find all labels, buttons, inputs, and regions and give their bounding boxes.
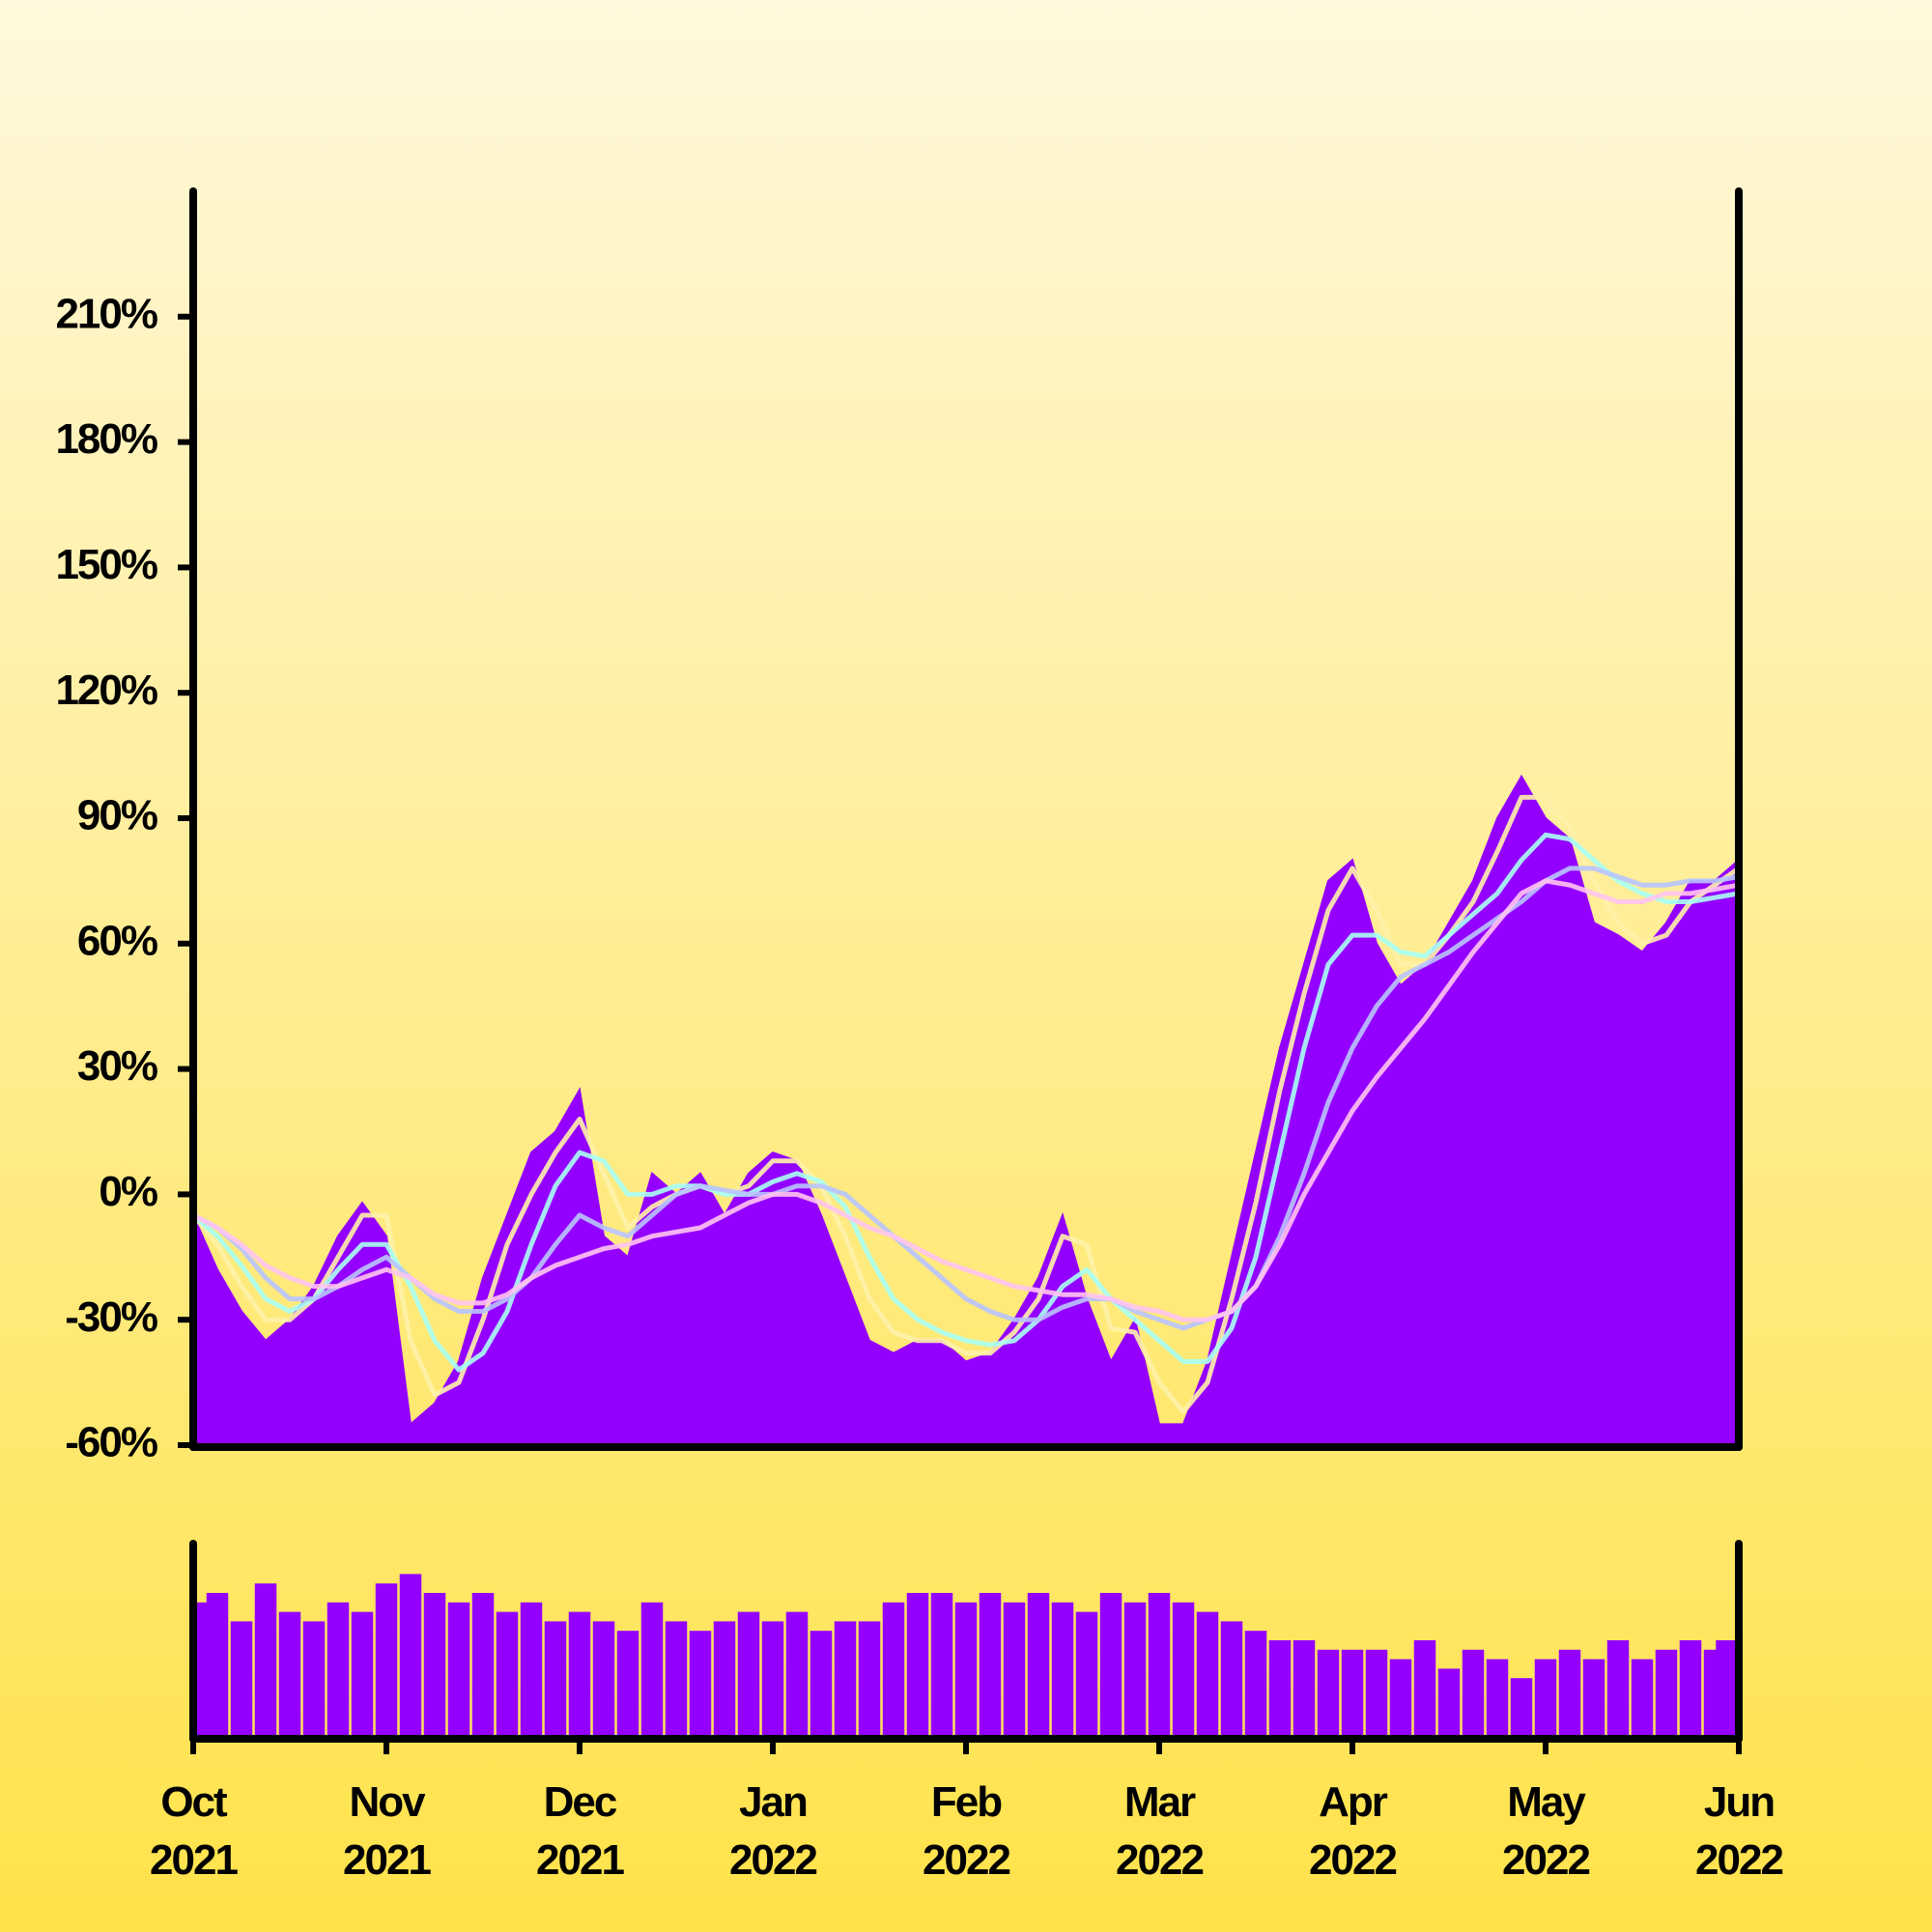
moving-average-line [191, 878, 1740, 1322]
volume-bar [1317, 1649, 1340, 1735]
volume-bar [930, 1593, 953, 1735]
volume-bar [1051, 1602, 1074, 1735]
volume-bar [375, 1583, 398, 1735]
volume-bar [1075, 1611, 1098, 1735]
volume-bar [230, 1621, 253, 1735]
volume-bar [1341, 1649, 1364, 1735]
volume-bar [447, 1602, 470, 1735]
volume-bar [423, 1593, 446, 1735]
y-tick-label: 180% [55, 415, 156, 463]
volume-bar [206, 1593, 229, 1735]
moving-average-line [191, 866, 1740, 1331]
volume-bar [520, 1602, 543, 1735]
volume-bar [278, 1611, 301, 1735]
volume-bar [1558, 1649, 1581, 1735]
volume-bar [737, 1611, 760, 1735]
price-area [192, 774, 1740, 1446]
x-tick-label: Jun 2022 [1695, 1778, 1784, 1884]
y-tick-label: 210% [55, 290, 156, 337]
volume-bar [761, 1621, 784, 1735]
volume-bar [1196, 1611, 1219, 1735]
volume-bar [496, 1611, 519, 1735]
volume-bar [1510, 1678, 1533, 1735]
volume-bar [785, 1611, 809, 1735]
y-tick-label: -30% [65, 1293, 157, 1341]
x-tick-label: Apr 2022 [1309, 1778, 1398, 1884]
volume-bar [689, 1631, 712, 1735]
volume-bar [1679, 1640, 1702, 1735]
volume-bar [568, 1611, 591, 1735]
y-tick-label: 60% [77, 917, 157, 964]
volume-bar [1389, 1659, 1412, 1735]
moving-average-line [191, 832, 1740, 1373]
x-tick-label: May 2022 [1502, 1778, 1591, 1884]
volume-bar [1027, 1593, 1050, 1735]
volume-bar [665, 1621, 688, 1735]
volume-bar [1462, 1649, 1485, 1735]
x-tick-label: Feb 2022 [923, 1778, 1011, 1884]
volume-bar [1293, 1640, 1316, 1735]
x-tick-label: Mar 2022 [1116, 1778, 1205, 1884]
volume-bar [640, 1602, 664, 1735]
volume-bar [954, 1602, 978, 1735]
volume-bar [1486, 1659, 1509, 1735]
volume-bar [1148, 1593, 1171, 1735]
volume-bar [1172, 1602, 1195, 1735]
volume-bar [1099, 1593, 1122, 1735]
volume-bar [1003, 1602, 1026, 1735]
y-tick-label: 0% [99, 1168, 156, 1215]
volume-bar [979, 1593, 1002, 1735]
moving-average-line [191, 794, 1741, 1414]
x-tick-label: Dec 2021 [536, 1778, 625, 1884]
x-tick-label: Oct 2021 [150, 1778, 239, 1884]
volume-bar [254, 1583, 277, 1735]
volume-bar [399, 1574, 422, 1735]
y-tick-label: -60% [65, 1419, 157, 1466]
volume-bar [616, 1631, 639, 1735]
y-tick-label: 120% [55, 667, 156, 714]
volume-bar [1123, 1602, 1147, 1735]
volume-bar [1413, 1640, 1436, 1735]
volume-bar [471, 1593, 495, 1735]
volume-bar [302, 1621, 326, 1735]
volume-bar [1631, 1659, 1654, 1735]
volume-bar [1534, 1659, 1557, 1735]
plot-data [191, 774, 1741, 1735]
y-tick-label: 90% [77, 792, 157, 839]
volume-bar [1437, 1668, 1461, 1735]
volume-bar [1220, 1621, 1243, 1735]
volume-bar [1606, 1640, 1630, 1735]
y-tick-label: 30% [77, 1042, 157, 1090]
y-tick-label: 150% [55, 541, 156, 588]
volume-bar [351, 1611, 374, 1735]
volume-bar [327, 1602, 350, 1735]
x-tick-label: Nov 2021 [343, 1778, 432, 1884]
volume-bar [834, 1621, 857, 1735]
volume-bar [592, 1621, 615, 1735]
volume-bar [1268, 1640, 1292, 1735]
volume-bar [882, 1602, 905, 1735]
volume-bar [858, 1621, 881, 1735]
x-tick-label: Jan 2022 [729, 1778, 818, 1884]
volume-bar [713, 1621, 736, 1735]
volume-bar [1716, 1640, 1738, 1735]
volume-bar [1365, 1649, 1388, 1735]
volume-bar [1244, 1631, 1267, 1735]
volume-bar [906, 1593, 929, 1735]
volume-bar [1655, 1649, 1678, 1735]
volume-bar [544, 1621, 567, 1735]
volume-bar [810, 1631, 833, 1735]
volume-bar [1582, 1659, 1605, 1735]
